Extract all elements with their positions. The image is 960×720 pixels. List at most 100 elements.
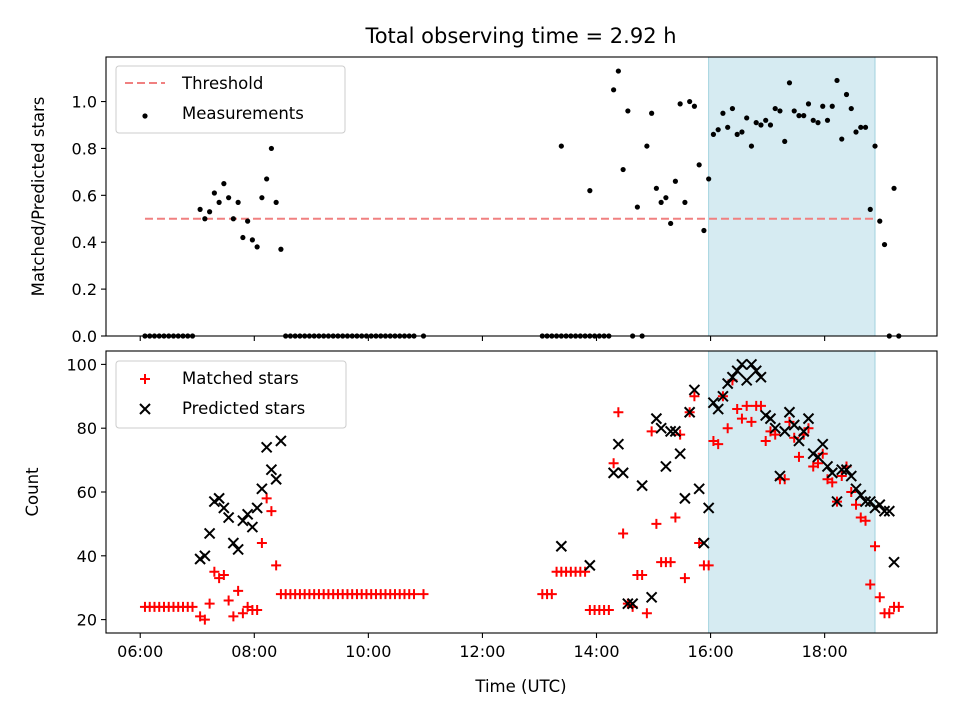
measurement-point — [725, 124, 731, 130]
measurement-point — [801, 113, 807, 119]
matched-star-point — [689, 391, 700, 402]
measurement-point — [848, 105, 854, 112]
legend-label: Measurements — [182, 104, 304, 123]
matched-star-point — [646, 426, 657, 437]
matched-star-point — [618, 528, 629, 539]
matched-star-point — [741, 400, 752, 411]
measurement-point — [634, 204, 640, 210]
measurement-point — [216, 199, 222, 205]
matched-star-point — [846, 487, 857, 497]
matched-star-point — [223, 595, 234, 606]
measurement-point — [611, 87, 617, 93]
measurement-point — [829, 103, 835, 109]
predicted-star-point — [788, 419, 800, 431]
matched-star-point — [893, 601, 904, 612]
predicted-star-point — [218, 502, 230, 514]
measurement-point — [663, 195, 669, 201]
measurement-point — [843, 91, 850, 98]
predicted-star-point — [702, 502, 715, 514]
legend-box — [115, 360, 347, 429]
predicted-star-point — [227, 537, 240, 549]
predicted-star-point — [821, 460, 834, 473]
measurement-point — [701, 227, 707, 234]
measurement-point — [786, 80, 793, 86]
predicted-star-point — [793, 435, 805, 447]
measurement-point — [273, 199, 279, 205]
predicted-star-point — [246, 521, 259, 533]
matched-star-point — [271, 560, 282, 571]
top-axes-frame — [105, 56, 938, 337]
matched-star-point — [603, 605, 614, 616]
y-tick-label: 60 — [77, 483, 97, 502]
predicted-star-point — [260, 441, 273, 454]
predicted-star-point — [688, 384, 701, 396]
predicted-star-point — [817, 438, 829, 450]
y-tick-label: 20 — [77, 611, 97, 630]
predicted-star-point — [232, 543, 244, 556]
predicted-star-point — [660, 460, 672, 473]
matched-star-point — [546, 589, 557, 600]
legend-matched-swatch — [140, 374, 150, 384]
measurement-point — [254, 244, 260, 250]
predicted-star-point — [779, 425, 791, 438]
measurement-point — [777, 108, 783, 114]
matched-star-point — [865, 579, 876, 590]
measurement-point — [245, 218, 251, 224]
y-tick-label: 1.0 — [72, 93, 97, 112]
measurement-point — [839, 136, 845, 142]
matched-star-point — [228, 611, 239, 622]
measurement-point — [706, 176, 712, 182]
matched-star-point — [418, 589, 429, 600]
matched-star-point — [209, 566, 220, 577]
legend-label: Threshold — [181, 74, 263, 93]
measurement-point — [268, 145, 275, 152]
predicted-star-point — [655, 422, 667, 434]
predicted-star-point — [612, 438, 625, 450]
predicted-star-point — [859, 495, 872, 508]
predicted-star-point — [878, 505, 891, 517]
predicted-star-point — [740, 374, 753, 387]
y-tick-label: 0.2 — [72, 280, 97, 299]
matched-star-point — [732, 404, 743, 415]
matched-star-point — [670, 512, 681, 523]
bottom-panel: 20 40 60 80 100 06:00 08:00 10:00 12:00 14:00 16:0… — [23, 350, 938, 696]
measurement-point — [677, 101, 683, 107]
x-tick-label: 08:00 — [231, 642, 277, 661]
matched-star-point — [204, 598, 215, 609]
predicted-star-point — [755, 371, 767, 383]
predicted-star-point — [555, 540, 568, 552]
matched-star-point — [874, 592, 885, 603]
matched-star-point — [218, 569, 229, 580]
matched-star-point — [703, 560, 714, 571]
measurement-point — [772, 105, 778, 112]
predicted-star-point — [203, 527, 216, 540]
measurement-point — [877, 218, 883, 224]
matched-star-point — [694, 538, 705, 549]
measurement-point — [672, 178, 678, 184]
measurement-point — [207, 209, 213, 215]
legend-predicted-swatch — [139, 403, 151, 415]
predicted-star-point — [674, 448, 686, 460]
matched-star-point — [266, 506, 277, 517]
matched-star-point — [784, 416, 795, 427]
matched-star-point — [408, 589, 419, 600]
measurement-point — [235, 199, 241, 205]
predicted-star-point — [636, 479, 648, 492]
predicted-star-point — [812, 451, 824, 463]
matched-star-point — [713, 439, 724, 450]
predicted-star-point — [241, 508, 254, 521]
measurement-point — [758, 122, 764, 128]
bottom-y-axis-label: Count — [23, 467, 42, 517]
measurement-point — [620, 166, 626, 173]
measurement-point — [682, 199, 688, 205]
matched-star-point — [789, 432, 800, 443]
measurement-point — [824, 117, 831, 123]
predicted-star-point — [650, 412, 663, 425]
measurement-point — [767, 122, 774, 128]
matched-star-point — [755, 400, 766, 411]
matched-star-point — [736, 413, 747, 424]
matched-star-point — [722, 423, 733, 434]
legend-label: Matched stars — [182, 369, 299, 388]
x-tick-label: 16:00 — [688, 642, 734, 661]
matched-star-point — [817, 448, 828, 459]
